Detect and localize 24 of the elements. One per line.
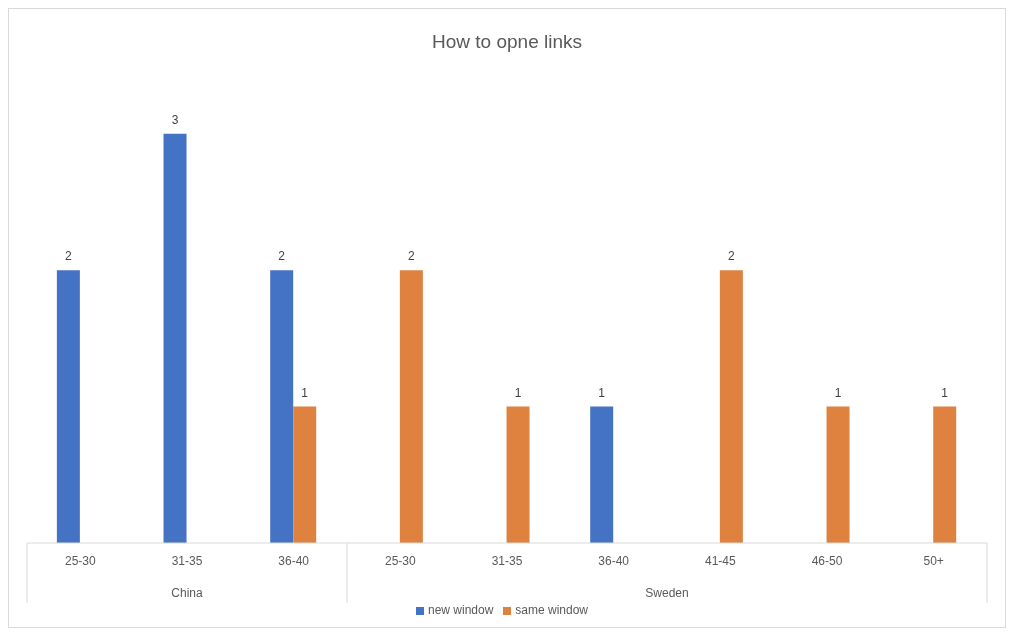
- data-label: 2: [408, 249, 416, 264]
- data-label: 1: [834, 385, 842, 400]
- text: China: [171, 586, 203, 600]
- x-tick-label: 31-35: [491, 554, 523, 568]
- x-tick-label: 25-30: [384, 554, 416, 568]
- data-label: 3: [171, 112, 179, 127]
- data-label: 1: [301, 385, 309, 400]
- data-label: 1: [941, 385, 949, 400]
- chart-title: How to opne links: [431, 30, 583, 54]
- x-tick-label: 46-50: [811, 554, 843, 568]
- text: Sweden: [645, 586, 689, 600]
- data-label: 1: [514, 385, 522, 400]
- x-tick-label: 36-40: [278, 554, 310, 568]
- x-tick-label: 25-30: [64, 554, 96, 568]
- legend-label: new window: [427, 603, 494, 617]
- data-label: 2: [278, 249, 286, 264]
- data-label: 1: [598, 385, 606, 400]
- x-tick-label: 41-45: [704, 554, 736, 568]
- data-label: 2: [65, 249, 73, 264]
- data-label: 2: [728, 249, 736, 264]
- x-tick-label: 50+: [923, 554, 944, 568]
- x-tick-label: 31-35: [171, 554, 203, 568]
- legend-label: same window: [515, 603, 589, 617]
- x-tick-label: 36-40: [598, 554, 630, 568]
